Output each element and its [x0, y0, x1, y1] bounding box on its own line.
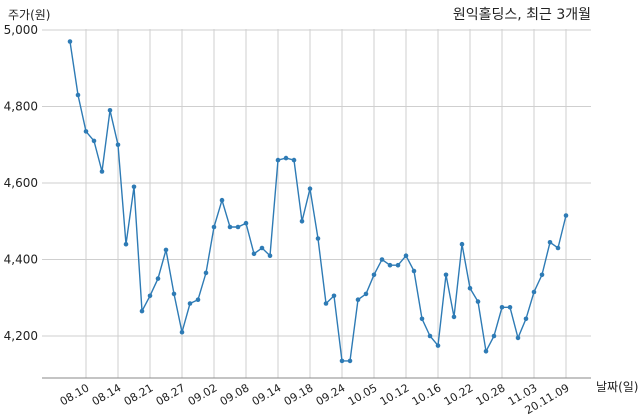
data-point — [507, 305, 513, 310]
data-point — [435, 343, 441, 348]
y-tick-label: 4,600 — [4, 176, 38, 190]
data-point — [339, 358, 345, 364]
data-point — [83, 129, 89, 134]
data-point — [331, 293, 337, 299]
y-tick-labels: 4,200 4,400 4,600 4,800 5,000 — [4, 23, 38, 343]
y-tick-label: 5,000 — [4, 23, 38, 37]
data-point — [171, 291, 177, 297]
x-tick-label: 10.16 — [410, 381, 444, 408]
data-point — [379, 257, 385, 262]
data-point — [443, 272, 449, 278]
data-point — [427, 333, 433, 339]
series-line — [69, 41, 567, 362]
data-point — [483, 349, 489, 354]
data-point — [283, 155, 289, 161]
data-point — [371, 272, 377, 278]
y-tick-label: 4,200 — [4, 329, 38, 343]
data-point — [227, 224, 233, 230]
x-tick-label: 08.21 — [122, 381, 156, 408]
data-point — [355, 297, 361, 303]
x-tick-label: 10.05 — [346, 381, 380, 408]
data-point — [395, 262, 401, 268]
x-tick-label: 08.27 — [154, 381, 188, 408]
data-point — [243, 220, 249, 226]
y-tick-label: 4,800 — [4, 100, 38, 114]
data-point — [563, 213, 569, 218]
data-point — [259, 245, 265, 251]
data-point — [163, 247, 169, 253]
data-point — [387, 262, 393, 268]
data-point — [139, 308, 145, 314]
grid — [42, 29, 591, 378]
data-point — [267, 253, 273, 258]
data-point — [499, 305, 505, 310]
data-point — [275, 157, 281, 163]
chart-title: 원익홀딩스, 최근 3개월 — [453, 7, 591, 23]
data-point — [547, 240, 553, 245]
x-tick-label: 10.28 — [474, 381, 508, 408]
data-point — [491, 333, 497, 339]
data-point — [219, 197, 225, 203]
data-point — [403, 253, 409, 258]
data-point — [91, 138, 97, 144]
data-point — [475, 299, 481, 304]
data-point — [363, 291, 369, 297]
data-point — [99, 169, 105, 174]
data-point — [131, 184, 137, 190]
x-tick-label: 09.14 — [250, 381, 284, 408]
x-tick-label: 08.10 — [58, 381, 92, 408]
data-point — [347, 358, 353, 364]
data-point — [555, 245, 561, 251]
x-tick-label: 09.24 — [314, 381, 348, 408]
data-point — [123, 241, 129, 247]
data-point — [195, 297, 201, 303]
data-point — [531, 289, 537, 295]
data-point — [251, 251, 257, 257]
data-point — [187, 301, 193, 306]
data-point — [459, 241, 465, 247]
data-point — [315, 236, 321, 241]
data-point — [107, 108, 113, 113]
x-tick-label: 10.22 — [442, 381, 476, 408]
data-point — [515, 335, 521, 341]
data-point — [451, 314, 457, 320]
x-tick-label: 08.14 — [90, 381, 124, 408]
data-point — [419, 316, 425, 322]
data-point — [115, 142, 121, 148]
x-tick-label: 09.02 — [186, 381, 220, 408]
data-points — [67, 39, 569, 364]
x-axis-label: 날짜(일) — [596, 380, 638, 394]
data-point — [411, 268, 417, 274]
data-point — [323, 301, 329, 306]
data-point — [179, 329, 185, 335]
data-point — [467, 285, 473, 291]
data-point — [211, 224, 217, 230]
data-point — [67, 39, 73, 44]
data-point — [299, 219, 305, 224]
x-tick-label: 09.18 — [282, 381, 316, 408]
data-point — [291, 157, 297, 163]
y-axis-label: 주가(원) — [8, 8, 50, 22]
data-point — [75, 92, 81, 98]
x-tick-label: 10.12 — [378, 381, 412, 408]
data-point — [539, 272, 545, 278]
data-point — [523, 316, 529, 322]
x-tick-labels: 08.1008.1408.2108.2709.0209.0809.1409.18… — [58, 381, 572, 417]
y-tick-label: 4,400 — [4, 253, 38, 267]
data-point — [307, 186, 313, 191]
data-point — [147, 293, 153, 299]
data-point — [155, 276, 161, 281]
data-point — [203, 270, 209, 276]
x-tick-label: 09.08 — [218, 381, 252, 408]
data-point — [235, 224, 241, 230]
